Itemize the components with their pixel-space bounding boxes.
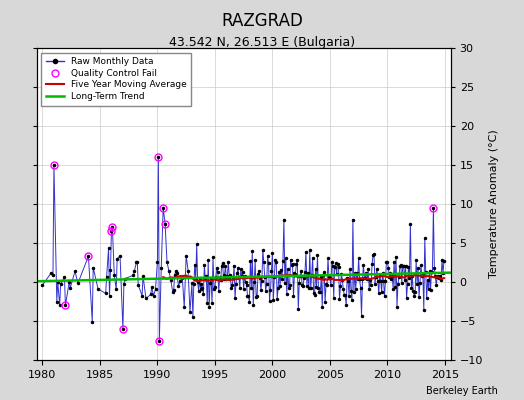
Text: 43.542 N, 26.513 E (Bulgaria): 43.542 N, 26.513 E (Bulgaria) — [169, 36, 355, 49]
Legend: Raw Monthly Data, Quality Control Fail, Five Year Moving Average, Long-Term Tren: Raw Monthly Data, Quality Control Fail, … — [41, 52, 191, 106]
Y-axis label: Temperature Anomaly (°C): Temperature Anomaly (°C) — [488, 130, 499, 278]
Text: Berkeley Earth: Berkeley Earth — [426, 386, 498, 396]
Text: RAZGRAD: RAZGRAD — [221, 12, 303, 30]
